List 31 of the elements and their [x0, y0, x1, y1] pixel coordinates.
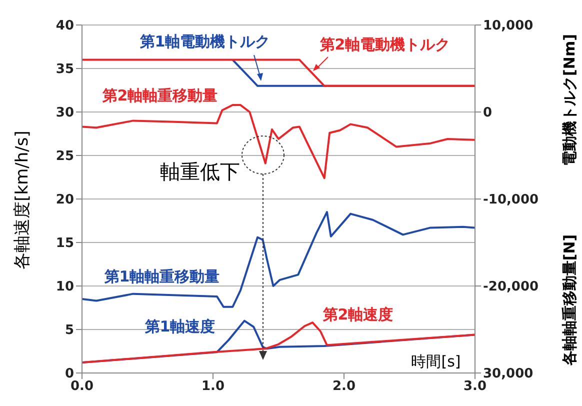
x-tick-label: 2.0	[332, 379, 356, 394]
y2-tick-label: 30,000	[483, 366, 534, 382]
series-label: 第2軸軸重移動量	[102, 86, 218, 106]
y-tick-label: 10	[56, 280, 74, 295]
series-label: 第1軸軸重移動量	[104, 268, 220, 286]
line-series	[82, 104, 475, 180]
annotation: 軸重低下	[160, 158, 240, 186]
x-tick-label: 1.0	[201, 379, 225, 394]
text: 各軸軸重移動量[N]	[560, 234, 580, 366]
y2-axis-title: 電動機トルク[Nm]	[560, 34, 580, 166]
y-tick-label: 5	[64, 323, 74, 338]
y-tick-label: 30	[56, 106, 74, 121]
y-tick-label: 40	[56, 18, 74, 34]
y-tick-label: 0	[64, 366, 74, 382]
series-label: 第1軸速度	[144, 318, 216, 336]
line-series	[82, 211, 475, 308]
y-tick-label: 15	[56, 236, 74, 252]
y-tick-label: 25	[56, 149, 74, 164]
x-tick-label: 3.0	[463, 379, 487, 394]
series-label: 第2軸速度	[322, 306, 394, 324]
x-tick-label: 0.0	[70, 379, 94, 394]
y-axis-title: 各軸速度[km/h/s]	[12, 130, 34, 270]
y-tick-label: 35	[56, 62, 74, 78]
y2-tick-label: 10,000	[483, 18, 534, 34]
y-tick-label: 20	[56, 192, 74, 208]
y2-tick-label: 0	[483, 106, 492, 121]
y2-tick-label: -20,000	[483, 280, 539, 295]
text: 第1軸電動機トルク	[140, 32, 270, 52]
series-label: 第2軸電動機トルク	[320, 36, 450, 54]
y2-tick-label: -10,000	[483, 192, 539, 208]
x-axis-title: 時間[s]	[411, 352, 461, 372]
